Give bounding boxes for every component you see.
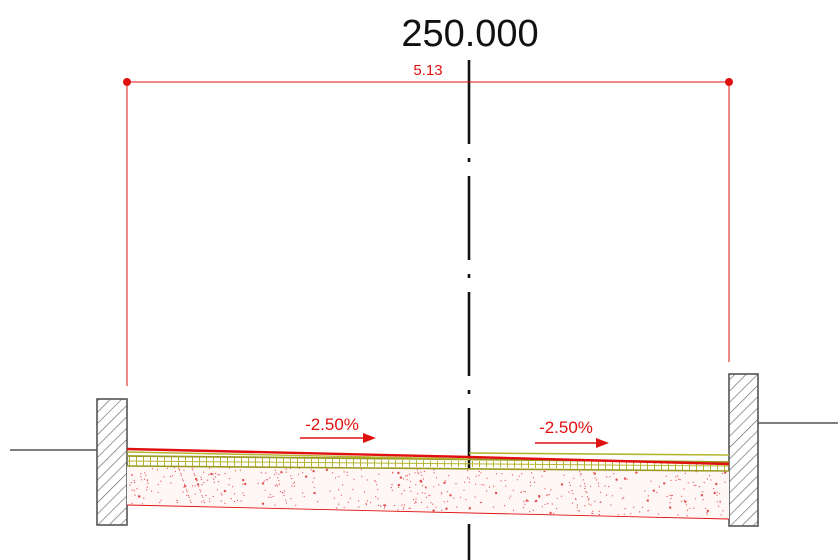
station-label: 250.000 <box>401 13 538 55</box>
dimension-dot-right <box>725 78 733 86</box>
subbase-layer <box>126 466 730 520</box>
slope-annotation-left: -2.50% <box>300 415 376 443</box>
curb-right <box>728 373 759 527</box>
slope-arrowhead-right <box>596 438 609 448</box>
pavement-surface <box>126 447 730 466</box>
dimension-dot-left <box>123 78 131 86</box>
stipple-dots <box>129 467 727 517</box>
curb-left <box>96 398 128 526</box>
slope-arrowhead-left <box>363 433 376 443</box>
slope-label-left: -2.50% <box>305 415 359 434</box>
dimension-value: 5.13 <box>413 62 442 79</box>
slope-annotation-right: -2.50% <box>535 418 609 448</box>
width-dimension: 5.13 <box>123 62 733 386</box>
slope-label-right: -2.50% <box>539 418 593 437</box>
